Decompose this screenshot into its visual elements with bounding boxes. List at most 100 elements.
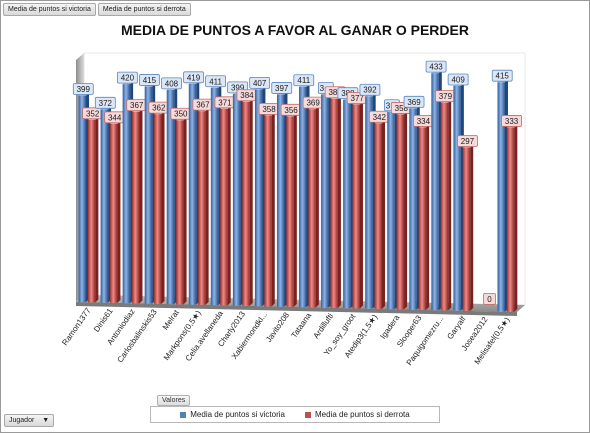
x-tick-label-3: Carlosbalinskis53	[115, 307, 159, 364]
bar-1-15	[418, 127, 427, 310]
legend-item-victoria: Media de puntos si victoria	[180, 410, 285, 419]
data-label-1-11: 388	[328, 88, 342, 97]
data-label-0-6: 411	[209, 77, 222, 86]
bar-0-5	[188, 83, 197, 305]
bar-side-1-12	[359, 101, 363, 309]
data-label-1-9: 356	[284, 106, 298, 115]
bar-side-1-1	[117, 120, 121, 303]
bar-side-1-4	[183, 117, 187, 305]
data-label-0-15: 369	[407, 98, 421, 107]
bar-1-3	[154, 114, 162, 304]
bar-1-14	[396, 114, 405, 310]
bar-1-17	[462, 147, 471, 311]
data-label-0-8: 407	[253, 79, 267, 88]
bar-side-1-13	[382, 120, 386, 309]
data-label-0-17: 409	[451, 75, 465, 84]
data-label-box-0-6	[205, 75, 226, 88]
data-label-0-3: 415	[143, 76, 157, 85]
bar-0-4	[166, 89, 175, 305]
bar-side-1-2	[139, 108, 143, 304]
bar-side-1-9	[293, 113, 297, 307]
bar-0-7	[232, 93, 241, 306]
legend-label-victoria: Media de puntos si victoria	[190, 410, 285, 419]
bar-1-7	[242, 101, 250, 306]
data-label-0-7: 399	[231, 83, 245, 92]
bar-0-16	[431, 73, 439, 311]
bar-0-17	[453, 85, 461, 311]
data-label-box-0-3	[139, 74, 160, 86]
tab-victoria[interactable]: Media de puntos si victoria	[3, 3, 96, 16]
bar-side-1-16	[448, 99, 452, 311]
bar-side-1-8	[271, 112, 275, 307]
data-label-1-13: 342	[373, 113, 387, 122]
data-label-box-0-5	[183, 71, 204, 84]
data-label-1-10: 369	[306, 99, 320, 108]
data-label-1-7: 384	[240, 91, 254, 100]
data-label-1-6: 371	[218, 98, 232, 107]
values-field-button[interactable]: Valores	[157, 395, 191, 406]
data-label-1-1: 344	[108, 113, 122, 122]
x-tick-label-1: Dinis61	[92, 306, 115, 333]
data-label-1-0: 352	[86, 109, 100, 118]
data-label-0-19: 415	[496, 72, 510, 81]
data-label-1-3: 362	[152, 104, 166, 113]
data-label-0-4: 408	[165, 79, 179, 88]
data-label-1-16: 379	[439, 92, 453, 101]
bar-1-2	[131, 111, 140, 304]
data-label-1-14: 358	[395, 104, 409, 113]
bar-0-13	[365, 96, 373, 309]
bar-1-1	[109, 123, 118, 303]
data-label-1-17: 297	[461, 137, 475, 146]
data-label-box-1-17	[457, 135, 478, 147]
data-label-0-9: 397	[275, 84, 289, 93]
data-label-box-0-0	[72, 83, 94, 95]
bar-0-8	[254, 89, 263, 307]
data-label-1-12: 377	[351, 94, 365, 103]
player-field-dropdown[interactable]: Jugador ▼	[4, 414, 55, 427]
data-label-box-0-13	[359, 83, 381, 96]
tab-derrota[interactable]: Media de puntos si derrota	[97, 3, 191, 16]
bar-1-19	[506, 127, 515, 312]
bar-1-16	[440, 102, 449, 311]
data-label-box-1-19	[501, 115, 522, 127]
bar-0-19	[497, 82, 505, 312]
data-label-box-0-8	[249, 76, 271, 89]
data-label-box-0-16	[425, 60, 447, 73]
data-label-box-0-2	[116, 71, 138, 84]
x-tick-label-10: Tataana	[289, 311, 313, 340]
data-label-0-16: 433	[429, 63, 443, 72]
legend-swatch-derrota	[304, 411, 311, 418]
dropdown-arrow-icon[interactable]: ▼	[42, 417, 50, 424]
bar-side-1-19	[514, 124, 518, 312]
data-label-1-18: 0	[487, 295, 492, 304]
bar-0-2	[122, 84, 131, 304]
x-tick-label-17: Garyalf	[445, 314, 468, 341]
bar-1-4	[176, 120, 184, 305]
bar-0-14	[387, 111, 395, 310]
bar-side-1-17	[470, 144, 474, 311]
data-label-box-0-15	[403, 95, 425, 108]
data-label-0-13: 392	[363, 86, 377, 95]
legend: Media de puntos si victoria Media de pun…	[150, 406, 440, 423]
data-label-0-0: 399	[77, 85, 91, 94]
data-label-box-0-9	[271, 82, 293, 94]
bar-side-1-0	[95, 116, 99, 303]
bar-0-3	[144, 86, 153, 304]
x-tick-label-11: Ardillufti	[312, 312, 336, 341]
bar-0-12	[343, 99, 351, 309]
data-label-box-0-19	[491, 69, 513, 82]
data-label-box-0-4	[161, 77, 182, 90]
data-label-1-2: 367	[130, 101, 144, 110]
pivot-field-tabs: Media de puntos si victoria Media de pun…	[3, 3, 191, 16]
data-label-0-2: 420	[121, 74, 135, 83]
bar-0-9	[276, 94, 285, 307]
data-label-box-0-17	[447, 73, 469, 86]
bar-1-0	[87, 119, 96, 303]
x-tick-label-14: Igadera	[378, 313, 401, 341]
bar-1-12	[352, 104, 360, 309]
bar-1-9	[286, 116, 294, 307]
bar-side-1-5	[205, 108, 209, 305]
data-label-box-0-1	[94, 96, 116, 109]
data-label-box-0-10	[293, 74, 315, 87]
